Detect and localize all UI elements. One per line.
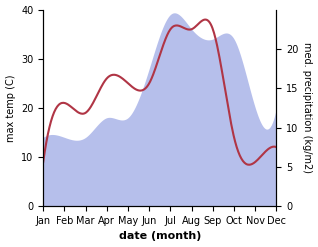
Y-axis label: med. precipitation (kg/m2): med. precipitation (kg/m2) bbox=[302, 42, 313, 173]
X-axis label: date (month): date (month) bbox=[119, 231, 201, 242]
Y-axis label: max temp (C): max temp (C) bbox=[5, 74, 16, 142]
